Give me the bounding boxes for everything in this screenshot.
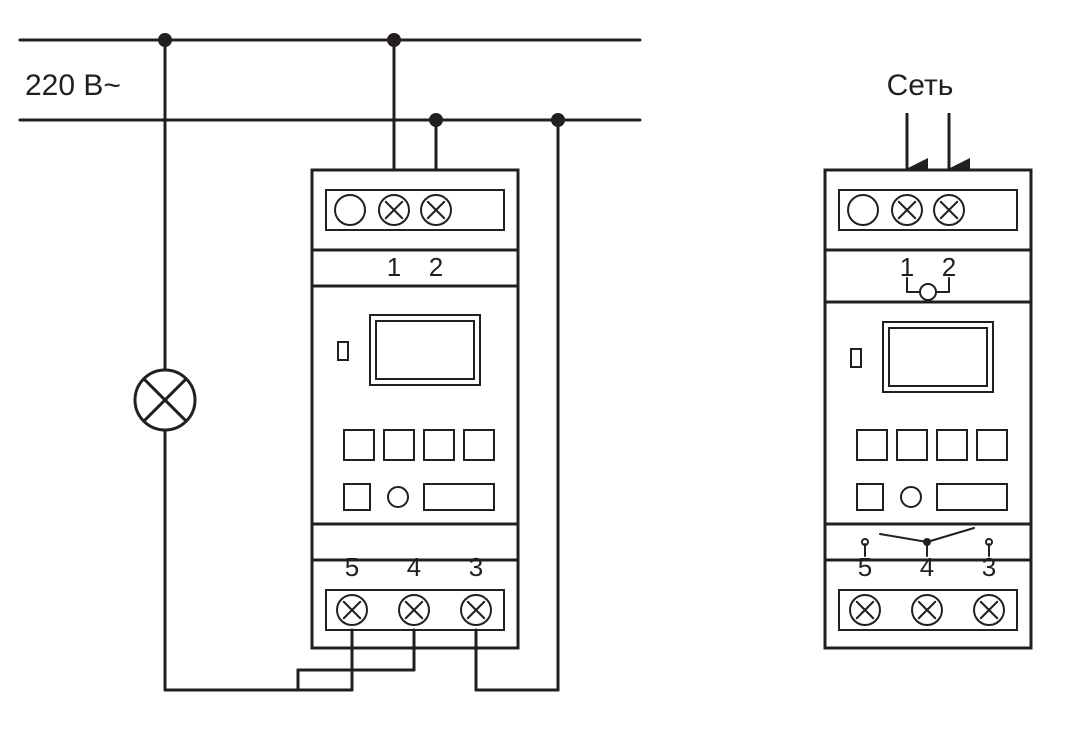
supply-label: 220 В~: [25, 69, 121, 102]
terminal-label-5: 5: [345, 552, 359, 582]
terminal-label-4: 4: [407, 552, 421, 582]
network-label: Сеть: [887, 69, 954, 102]
timer-device-left: 12 5 4 3: [312, 170, 518, 648]
wiring-diagram: 220 В~12543Сеть12543: [0, 0, 1089, 742]
right-schematic: Сеть 12543: [825, 69, 1031, 648]
terminal-label-2: 2: [429, 252, 443, 282]
left-wiring-diagram: 220 В~ 12 5 4 3: [20, 33, 640, 690]
timer-device-right: 12543: [825, 170, 1031, 648]
terminal-label-1: 1: [387, 252, 401, 282]
terminal-label-3: 3: [469, 552, 483, 582]
lamp-symbol: [135, 370, 195, 430]
